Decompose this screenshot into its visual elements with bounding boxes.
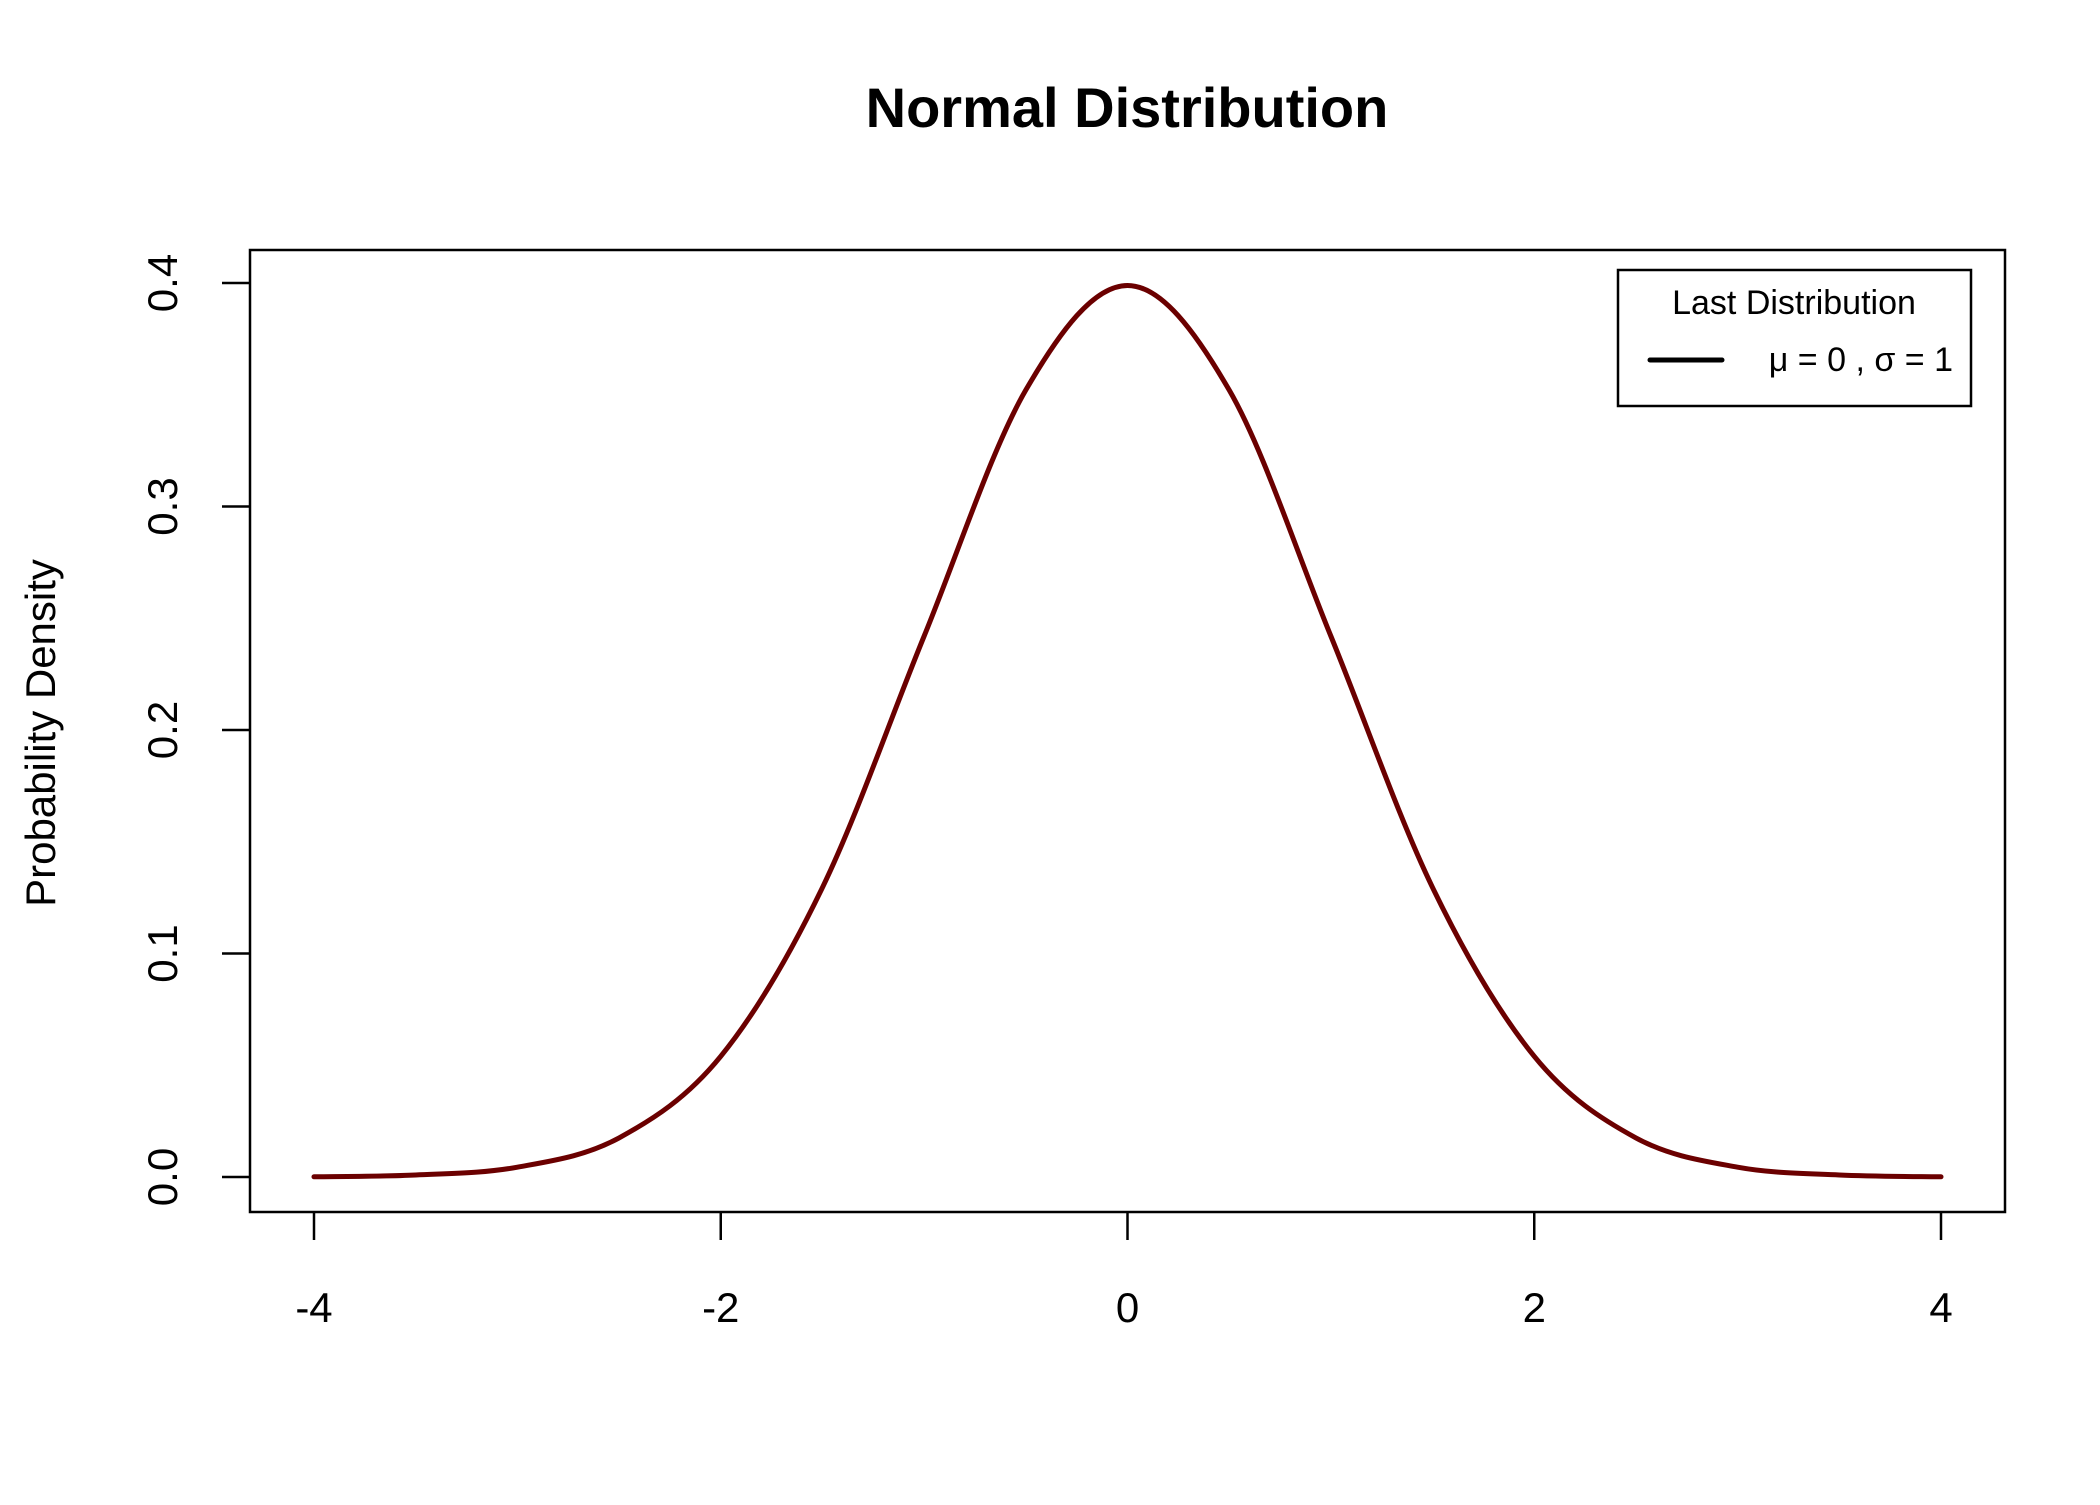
- y-tick-label: 0.1: [139, 924, 186, 982]
- legend-title: Last Distribution: [1672, 284, 1916, 322]
- legend-label: μ = 0 , σ = 1: [1769, 341, 1953, 379]
- y-axis: 0.0 0.1 0.2 0.3 0.4: [139, 254, 250, 1206]
- legend: Last Distribution μ = 0 , σ = 1: [1616, 268, 1973, 408]
- y-tick-label: 0.3: [139, 477, 186, 535]
- y-axis-label: Probability Density: [17, 559, 64, 907]
- legend-box: [1616, 268, 1973, 408]
- x-tick-label: -2: [702, 1284, 739, 1331]
- y-tick-label: 0.4: [139, 254, 186, 312]
- x-tick-label: 0: [1116, 1284, 1139, 1331]
- chart-title: Normal Distribution: [866, 76, 1389, 139]
- x-tick-label: -4: [295, 1284, 332, 1331]
- x-tick-label: 4: [1929, 1284, 1952, 1331]
- y-tick-label: 0.2: [139, 701, 186, 759]
- x-axis: -4 -2 0 2 4: [295, 1212, 1953, 1331]
- density-curve: [311, 282, 1944, 1180]
- x-tick-label: 2: [1523, 1284, 1546, 1331]
- y-tick-label: 0.0: [139, 1148, 186, 1206]
